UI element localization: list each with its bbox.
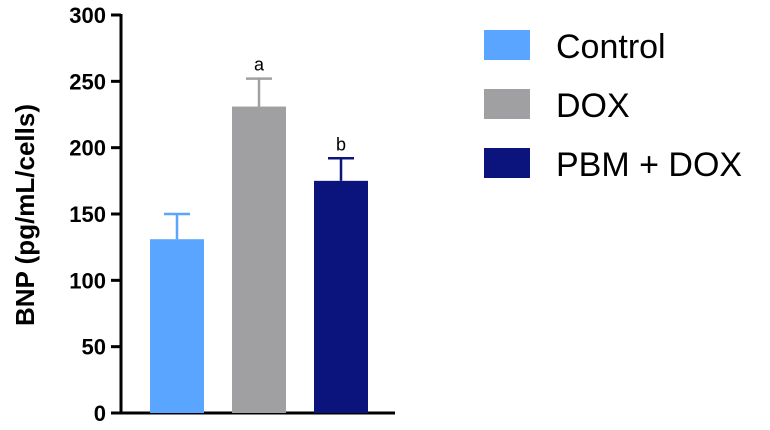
y-axis-title: BNP (pg/mL/cells) xyxy=(10,104,40,326)
significance-label: b xyxy=(336,134,346,154)
bar-control xyxy=(150,239,204,413)
y-tick-label: 0 xyxy=(94,401,106,426)
bar-dox xyxy=(232,106,286,413)
y-axis: 0 50 100 150 200 250 300 xyxy=(69,3,123,426)
y-tick-label: 150 xyxy=(69,202,106,227)
legend-label: DOX xyxy=(556,87,630,125)
y-tick-label: 300 xyxy=(69,3,106,28)
bars: ab xyxy=(150,55,368,413)
legend-label: PBM + DOX xyxy=(556,146,742,184)
legend-swatch xyxy=(484,148,530,178)
y-tick-label: 200 xyxy=(69,136,106,161)
bar-pbm-dox xyxy=(314,180,368,413)
y-tick-label: 250 xyxy=(69,69,106,94)
legend-swatch xyxy=(484,30,530,60)
legend-label: Control xyxy=(556,28,666,66)
legend-swatch xyxy=(484,89,530,119)
y-tick-label: 100 xyxy=(69,268,106,293)
y-tick-label: 50 xyxy=(82,335,106,360)
significance-label: a xyxy=(254,55,265,75)
legend: Control DOX PBM + DOX xyxy=(484,28,742,184)
